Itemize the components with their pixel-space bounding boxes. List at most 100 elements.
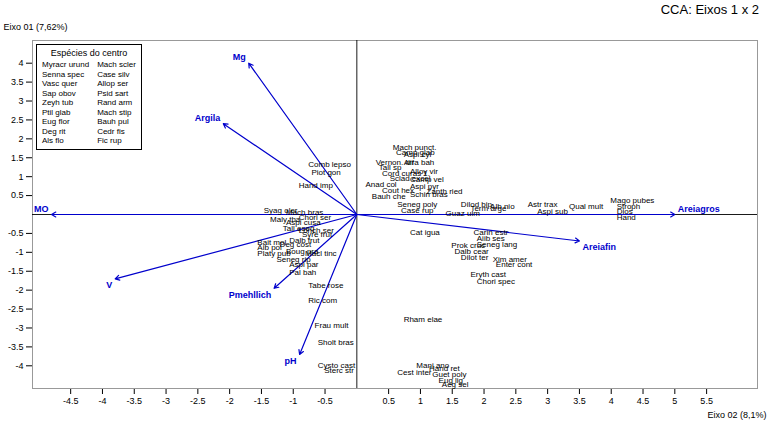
svg-text:Xim amer: Xim amer: [492, 254, 527, 264]
svg-text:Tabe rose: Tabe rose: [308, 281, 344, 290]
svg-text:Sholt bras: Sholt bras: [318, 338, 354, 347]
svg-text:Piot gon: Piot gon: [311, 168, 340, 177]
svg-text:Aspi cyl: Aspi cyl: [403, 150, 432, 160]
svg-text:Pmehllich: Pmehllich: [229, 290, 272, 300]
svg-text:Camp vel: Camp vel: [410, 174, 444, 184]
svg-text:Deg cost: Deg cost: [279, 239, 312, 249]
svg-text:-3: -3: [15, 323, 23, 333]
svg-text:1.5: 1.5: [11, 153, 24, 163]
svg-text:Syag oler: Syag oler: [263, 205, 298, 215]
svg-text:0.5: 0.5: [11, 190, 24, 200]
svg-text:-1: -1: [15, 247, 23, 257]
svg-text:Aeg sel: Aeg sel: [442, 380, 469, 389]
svg-text:Anad col: Anad col: [365, 180, 397, 190]
svg-text:-0.5: -0.5: [317, 396, 333, 406]
svg-text:4: 4: [18, 58, 23, 68]
svg-text:Eixo 01 (7,62%): Eixo 01 (7,62%): [4, 22, 68, 32]
svg-text:-4.5: -4.5: [63, 396, 79, 406]
svg-text:1: 1: [18, 172, 23, 182]
svg-text:-2: -2: [15, 285, 23, 295]
svg-text:3: 3: [18, 96, 23, 106]
svg-text:Prok cruc: Prok cruc: [451, 241, 486, 251]
svg-text:Enter cont: Enter cont: [496, 260, 533, 269]
svg-text:Hand: Hand: [617, 213, 636, 222]
svg-text:1: 1: [418, 396, 423, 406]
svg-text:Mago pubes: Mago pubes: [610, 196, 655, 206]
svg-text:1.5: 1.5: [446, 396, 459, 406]
svg-text:-2.5: -2.5: [8, 304, 24, 314]
svg-text:Qual mult: Qual mult: [569, 202, 604, 211]
svg-text:Guaz ulm: Guaz ulm: [445, 209, 480, 219]
svg-text:5.5: 5.5: [700, 396, 713, 406]
svg-text:-2: -2: [226, 396, 234, 406]
svg-text:Zanth ried: Zanth ried: [427, 187, 463, 196]
svg-text:-3.5: -3.5: [8, 342, 24, 352]
svg-text:4: 4: [609, 396, 614, 406]
svg-text:-4: -4: [15, 361, 23, 371]
svg-text:-3.5: -3.5: [126, 396, 142, 406]
svg-text:Argila: Argila: [195, 113, 222, 123]
svg-text:Dalb cear: Dalb cear: [454, 247, 489, 257]
svg-text:-1.5: -1.5: [8, 266, 24, 276]
svg-text:Areiagros: Areiagros: [678, 204, 720, 214]
svg-text:Guet poly: Guet poly: [432, 370, 467, 380]
svg-text:Mg: Mg: [233, 52, 246, 62]
svg-text:Sterc str: Sterc str: [324, 366, 354, 375]
svg-text:Hand imp: Hand imp: [299, 181, 334, 190]
svg-text:Cest inter: Cest inter: [397, 368, 432, 377]
svg-text:Seneg rip: Seneg rip: [276, 254, 311, 264]
svg-text:Seneg poly: Seneg poly: [397, 200, 437, 209]
svg-text:Carin estr: Carin estr: [473, 228, 509, 238]
svg-text:Cysto cast: Cysto cast: [317, 360, 356, 370]
svg-text:2: 2: [482, 396, 487, 406]
svg-text:Syre frut: Syre frut: [301, 230, 333, 240]
svg-text:MO: MO: [34, 204, 49, 214]
svg-text:Alb nio: Alb nio: [490, 202, 515, 211]
svg-text:Dios: Dios: [616, 207, 633, 217]
svg-text:Aib pol: Aib pol: [257, 243, 282, 253]
svg-text:Tall sp: Tall sp: [378, 163, 402, 173]
svg-text:Chori spec: Chori spec: [477, 277, 515, 286]
svg-text:0.5: 0.5: [382, 396, 395, 406]
svg-text:Eixo 02 (8,1%): Eixo 02 (8,1%): [707, 410, 766, 420]
svg-text:-2.5: -2.5: [190, 396, 206, 406]
svg-text:Case rup: Case rup: [401, 205, 434, 215]
svg-text:3: 3: [545, 396, 550, 406]
svg-text:Chori ser: Chori ser: [299, 213, 332, 222]
svg-text:Frau mult: Frau mult: [315, 321, 350, 330]
svg-text:Aspi par: Aspi par: [289, 260, 319, 270]
svg-text:Arra bah: Arra bah: [404, 158, 435, 167]
svg-text:Alloy vir: Alloy vir: [410, 167, 438, 177]
svg-text:Seneg lang: Seneg lang: [476, 239, 518, 249]
svg-text:Hand ret: Hand ret: [429, 364, 460, 374]
svg-text:Stroph: Stroph: [616, 201, 641, 211]
svg-text:-0.5: -0.5: [8, 228, 24, 238]
svg-text:Eryth cast: Eryth cast: [470, 269, 506, 279]
svg-text:Dilot ter: Dilot ter: [461, 253, 489, 262]
svg-text:3.5: 3.5: [573, 396, 586, 406]
svg-text:3.5: 3.5: [11, 77, 24, 87]
svg-text:Term arge: Term arge: [470, 203, 507, 213]
svg-text:Ric com: Ric com: [308, 296, 337, 305]
svg-text:Pal bah: Pal bah: [289, 268, 316, 277]
svg-text:V: V: [106, 280, 112, 290]
svg-text:-4: -4: [98, 396, 106, 406]
svg-text:Cat igua: Cat igua: [410, 228, 440, 237]
svg-text:Rham elae: Rham elae: [404, 315, 443, 324]
svg-text:Comb lepso: Comb lepso: [308, 160, 351, 170]
svg-text:pH: pH: [285, 356, 297, 366]
svg-text:2: 2: [18, 134, 23, 144]
svg-text:Aspi sub: Aspi sub: [537, 207, 568, 216]
svg-text:4.5: 4.5: [637, 396, 650, 406]
svg-text:-3: -3: [162, 396, 170, 406]
svg-text:5: 5: [672, 396, 677, 406]
svg-text:2.5: 2.5: [11, 115, 24, 125]
svg-text:Astr trax: Astr trax: [527, 199, 558, 209]
svg-text:-1.5: -1.5: [254, 396, 270, 406]
svg-text:-1: -1: [289, 396, 297, 406]
svg-text:Aiib ses: Aiib ses: [476, 233, 505, 243]
svg-text:2.5: 2.5: [510, 396, 523, 406]
html-text:CCA: Eixos 1 x 2: CCA: Eixos 1 x 2: [660, 2, 759, 17]
svg-text:Bauh che: Bauh che: [371, 191, 406, 201]
svg-text:Areiafin: Areiafin: [582, 242, 616, 252]
